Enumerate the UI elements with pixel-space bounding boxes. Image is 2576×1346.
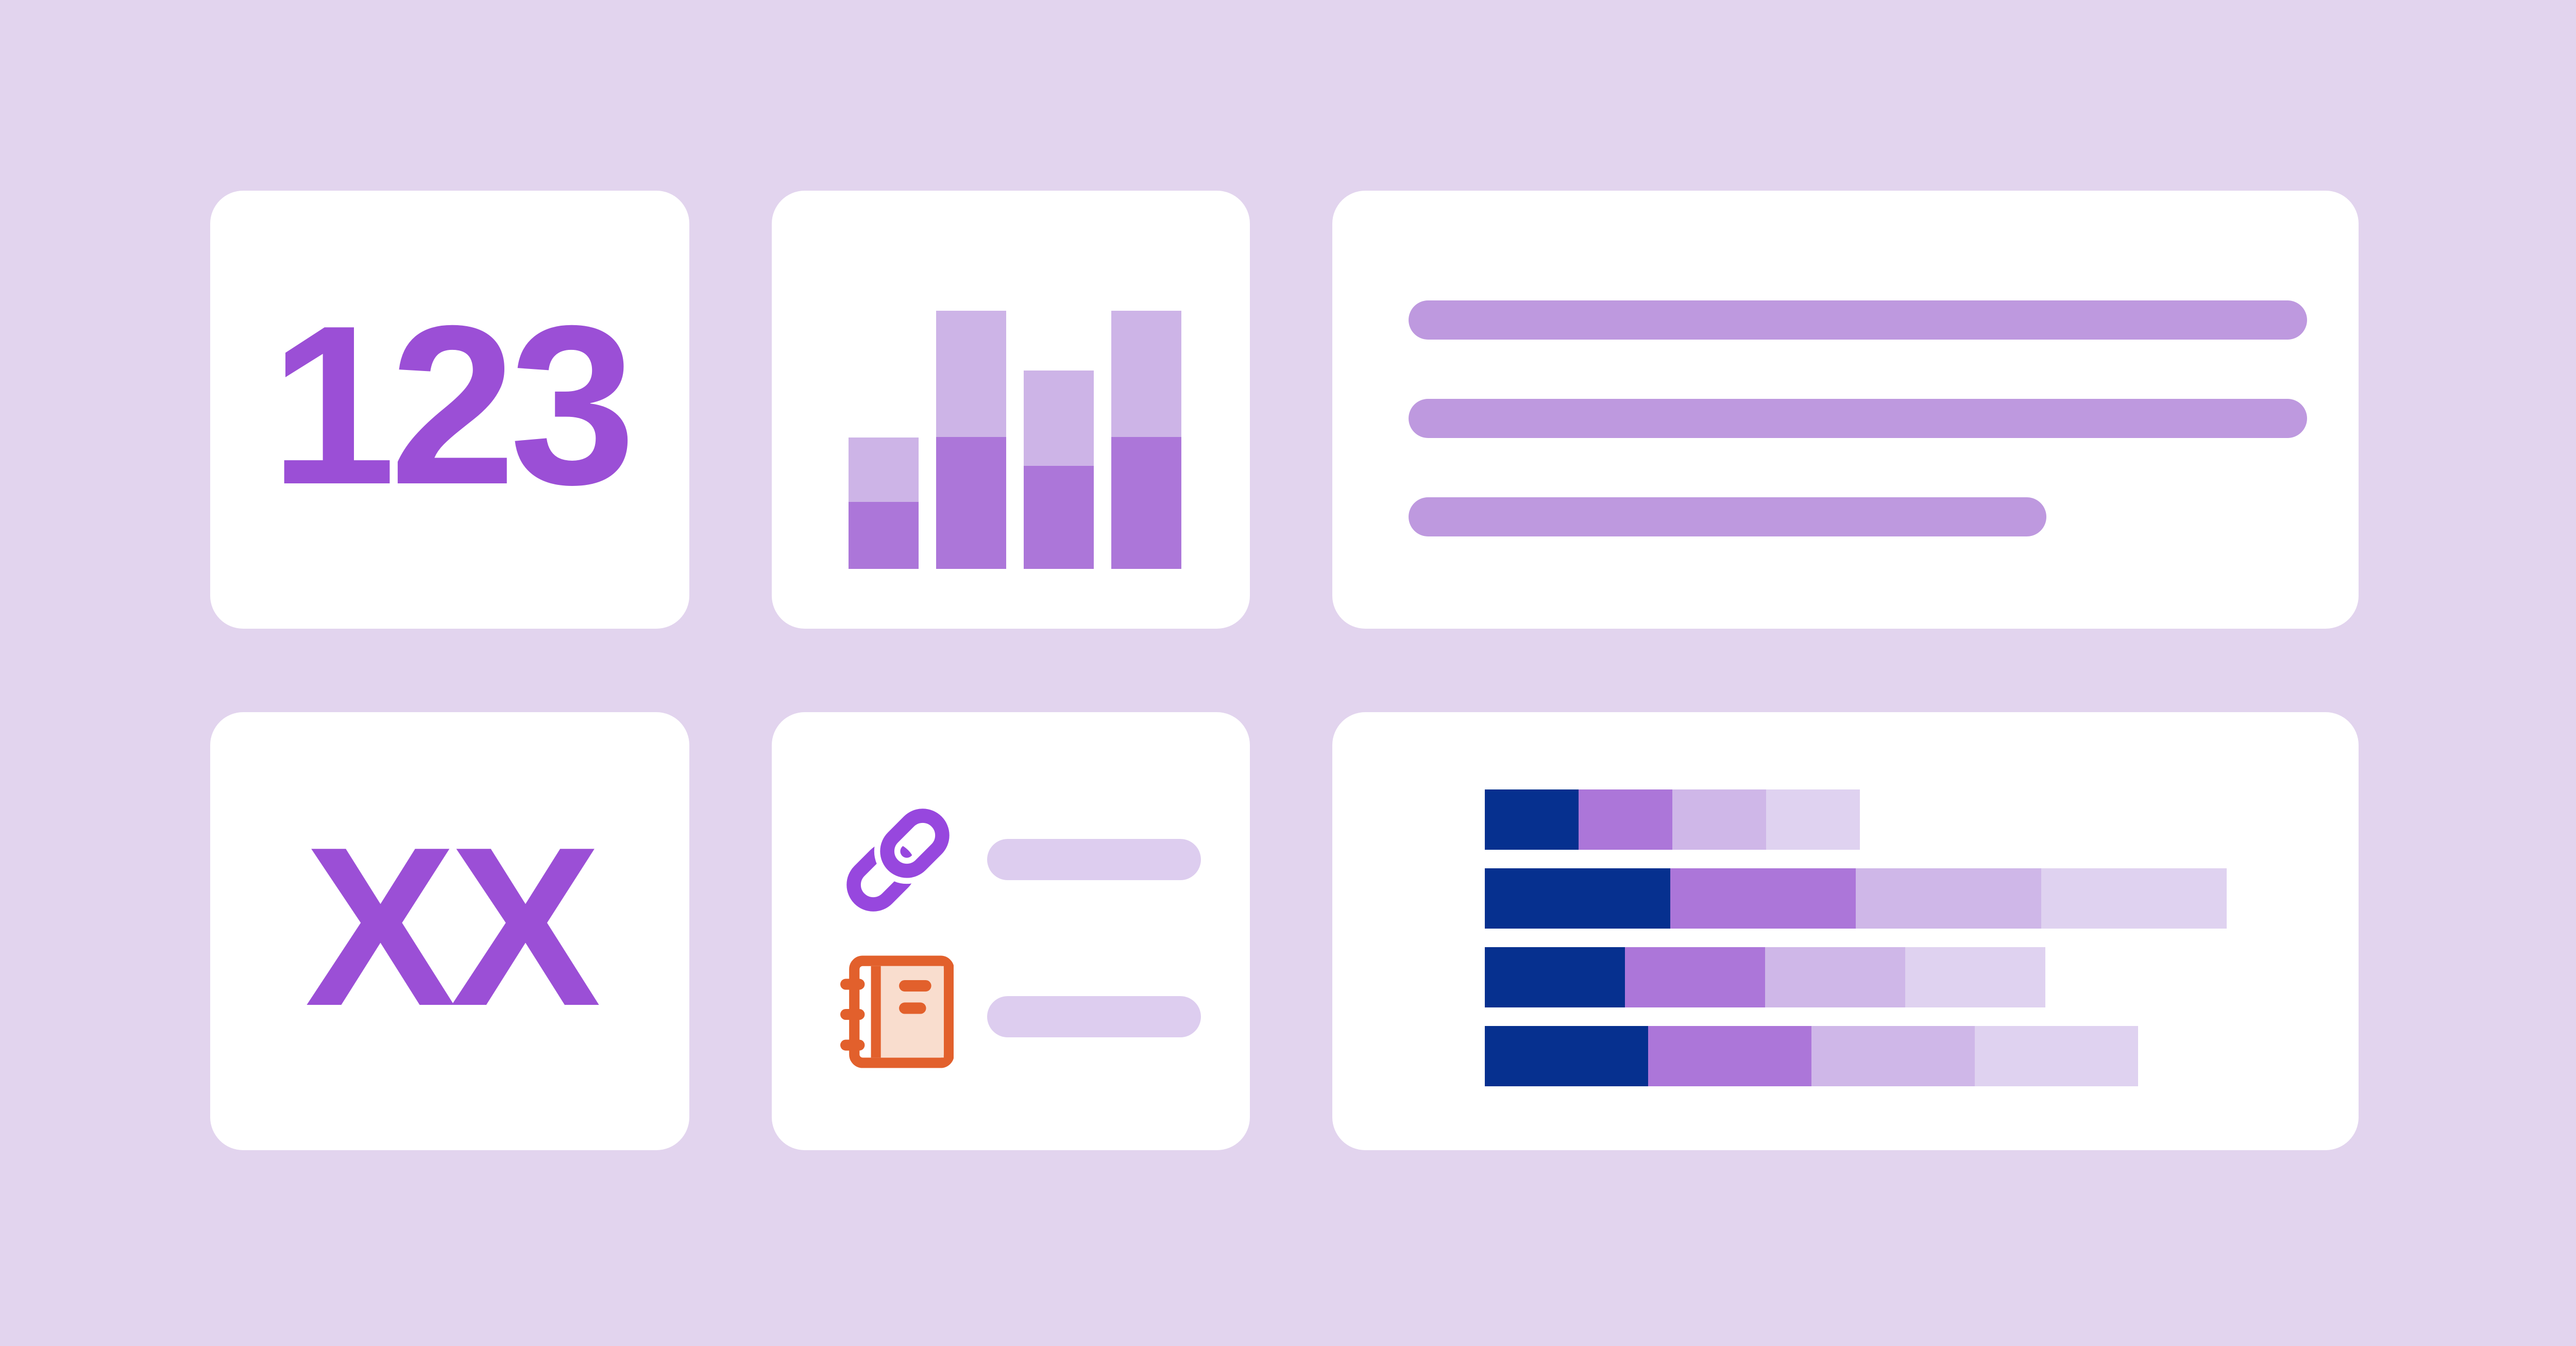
links-card xyxy=(772,712,1250,1150)
stacked-bar-chart-card xyxy=(1332,712,2359,1150)
text-line-group xyxy=(1409,300,2307,536)
text-lines-card xyxy=(1332,191,2359,629)
bar-bottom-segment xyxy=(1024,466,1094,569)
bar-chart-card xyxy=(772,191,1250,629)
bar-top-segment xyxy=(849,438,919,502)
stacked-bar-4 xyxy=(1485,1026,2227,1086)
notebook-text-placeholder xyxy=(987,996,1201,1037)
stat-label-card: XX xyxy=(210,712,689,1150)
stat-label-value: XX xyxy=(304,800,601,1053)
stacked-bar-1 xyxy=(1485,789,2227,850)
stacked-bar-2 xyxy=(1485,868,2227,929)
stat-number-card: 123 xyxy=(210,191,689,629)
link-text-placeholder xyxy=(987,839,1201,880)
segment-2 xyxy=(1625,947,1765,1007)
segment-1 xyxy=(1485,1026,1648,1086)
bar-bottom-segment xyxy=(936,437,1006,569)
bar-top-segment xyxy=(936,311,1006,437)
segment-1 xyxy=(1485,947,1625,1007)
segment-3 xyxy=(1765,947,1905,1007)
bar-chart xyxy=(849,311,1181,569)
bar-3 xyxy=(1024,371,1094,569)
segment-1 xyxy=(1485,789,1579,850)
segment-3 xyxy=(1856,868,2041,929)
segment-4 xyxy=(2041,868,2227,929)
segment-3 xyxy=(1672,789,1766,850)
text-line-2 xyxy=(1409,399,2307,438)
segment-3 xyxy=(1811,1026,1975,1086)
segment-4 xyxy=(1766,789,1860,850)
link-icon xyxy=(846,802,956,912)
bar-top-segment xyxy=(1111,311,1181,437)
segment-2 xyxy=(1648,1026,1811,1086)
segment-4 xyxy=(1975,1026,2138,1086)
bar-top-segment xyxy=(1024,371,1094,466)
bar-1 xyxy=(849,438,919,569)
stat-number-value: 123 xyxy=(269,279,636,532)
segment-2 xyxy=(1579,789,1672,850)
bar-bottom-segment xyxy=(1111,437,1181,569)
bar-4 xyxy=(1111,311,1181,569)
stacked-bar-3 xyxy=(1485,947,2227,1007)
bar-2 xyxy=(936,311,1006,569)
bar-bottom-segment xyxy=(849,502,919,569)
text-line-1 xyxy=(1409,300,2307,340)
segment-4 xyxy=(1905,947,2045,1007)
segment-1 xyxy=(1485,868,1670,929)
text-line-3 xyxy=(1409,497,2047,536)
stacked-bar-chart xyxy=(1485,789,2227,1086)
segment-2 xyxy=(1670,868,1856,929)
notebook-icon xyxy=(840,955,954,1068)
